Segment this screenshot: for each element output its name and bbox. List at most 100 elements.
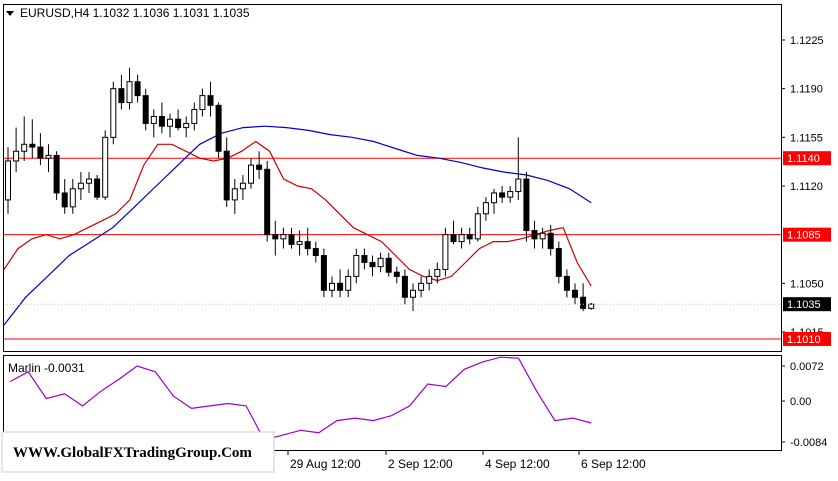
watermark-box xyxy=(1,431,275,473)
candle xyxy=(531,220,538,249)
candle-body xyxy=(329,282,335,291)
candle-body xyxy=(418,282,425,291)
candle xyxy=(207,81,214,117)
candle xyxy=(272,220,279,256)
candle xyxy=(499,186,506,203)
candle xyxy=(29,119,36,159)
candle xyxy=(118,74,125,110)
candle-body xyxy=(304,241,311,250)
candle-body xyxy=(94,178,101,198)
candle-body xyxy=(167,118,173,127)
fast-ma-line xyxy=(3,140,592,287)
candle xyxy=(474,206,481,242)
candle-body xyxy=(134,81,141,97)
candle xyxy=(385,252,392,277)
candle xyxy=(345,269,352,298)
candle xyxy=(288,227,295,249)
candle-body xyxy=(572,289,578,298)
indicator-tick-1: 0.00 xyxy=(790,396,811,408)
candle xyxy=(239,174,246,200)
candle-body xyxy=(199,95,206,111)
chart-menu-triangle-icon[interactable] xyxy=(6,11,14,16)
candle-body xyxy=(142,95,149,124)
watermark: WWW.GlobalFXTradingGroup.Com xyxy=(1,431,275,473)
candle-body xyxy=(280,234,287,240)
candle xyxy=(337,269,344,298)
candle-body xyxy=(466,234,473,240)
level-labels: 1.1140 1.1085 1.1010 1.1035 xyxy=(783,151,831,346)
symbol-info: EURUSD,H4 1.1032 1.1036 1.1031 1.1035 xyxy=(20,6,250,20)
indicator-label: Marlin -0.0031 xyxy=(8,361,85,375)
candle xyxy=(215,102,222,159)
candle-body xyxy=(434,268,441,277)
candle-body xyxy=(555,248,562,277)
candle-body xyxy=(312,248,319,257)
candle xyxy=(304,227,311,256)
price-tick-0: 1.1225 xyxy=(790,35,824,47)
candle xyxy=(507,186,514,203)
candle-body xyxy=(588,303,595,309)
candle xyxy=(126,67,133,110)
candle xyxy=(572,283,578,305)
candle-body xyxy=(118,88,125,104)
candle xyxy=(547,224,554,256)
candle-body xyxy=(426,275,433,284)
candle-body xyxy=(175,118,182,129)
candle-body xyxy=(53,154,60,194)
candlesticks xyxy=(5,67,595,312)
candle-body xyxy=(248,164,254,184)
candle xyxy=(167,113,173,138)
price-tick-2: 1.1155 xyxy=(790,132,823,144)
time-label-1: 2 Sep 12:00 xyxy=(388,457,453,471)
candle xyxy=(377,252,384,273)
level-label-0: 1.1140 xyxy=(787,153,820,165)
price-tick-3: 1.1120 xyxy=(790,181,823,193)
candle-body xyxy=(442,234,449,270)
candle xyxy=(77,172,84,200)
price-tick-4: 1.1050 xyxy=(790,278,824,290)
candle xyxy=(280,227,287,249)
candle-body xyxy=(401,275,408,298)
candle xyxy=(466,227,473,245)
candle-body xyxy=(499,192,506,198)
candle-body xyxy=(37,146,44,159)
candle xyxy=(312,241,319,263)
candle-body xyxy=(539,232,546,240)
candle xyxy=(329,276,335,298)
candle-body xyxy=(450,234,457,243)
candle xyxy=(248,158,254,189)
main-chart-panel[interactable] xyxy=(3,4,782,352)
candle xyxy=(563,269,570,298)
candle-body xyxy=(296,241,303,245)
time-axis: 29 Aug 12:00 2 Sep 12:00 4 Sep 12:00 6 Sep … xyxy=(287,451,646,471)
candle-body xyxy=(547,232,554,250)
level-label-bg-2 xyxy=(783,331,831,346)
candle-body xyxy=(410,289,416,298)
candle-body xyxy=(272,234,279,240)
candle-body xyxy=(86,178,92,184)
candle-body xyxy=(507,191,514,198)
candle xyxy=(199,88,206,117)
candle-body xyxy=(207,95,214,106)
candle xyxy=(426,269,433,291)
candle xyxy=(450,220,457,245)
slow-ma-line xyxy=(3,125,592,326)
candle xyxy=(442,227,449,277)
candle xyxy=(523,172,530,242)
candle-body xyxy=(13,150,20,162)
candle xyxy=(393,266,400,284)
candle-body xyxy=(150,115,157,124)
candle-body xyxy=(377,257,384,268)
candle-body xyxy=(385,257,392,273)
candle-body xyxy=(393,271,400,277)
candle xyxy=(353,248,360,284)
candle-body xyxy=(515,178,522,193)
candle-body xyxy=(239,182,246,190)
candle xyxy=(110,81,117,145)
candle-body xyxy=(491,192,497,204)
candle xyxy=(515,137,522,200)
candle-body xyxy=(77,182,84,190)
candle xyxy=(45,144,52,173)
current-price-label-bg xyxy=(783,297,831,312)
